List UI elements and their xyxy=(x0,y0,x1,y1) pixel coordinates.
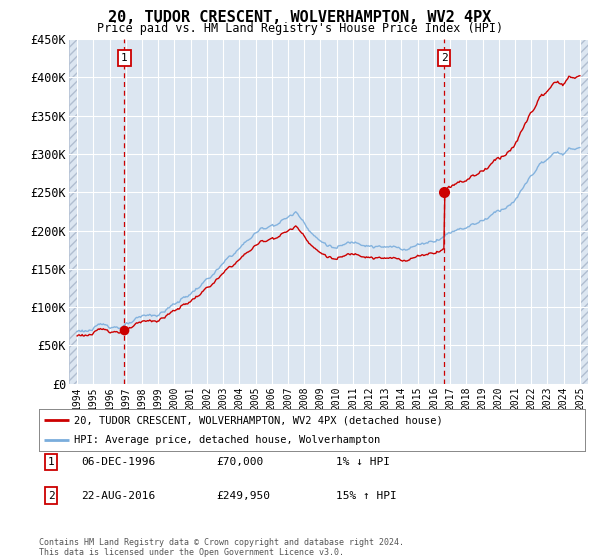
Text: 06-DEC-1996: 06-DEC-1996 xyxy=(81,457,155,467)
Text: 22-AUG-2016: 22-AUG-2016 xyxy=(81,491,155,501)
Text: £70,000: £70,000 xyxy=(216,457,263,467)
Text: 1% ↓ HPI: 1% ↓ HPI xyxy=(336,457,390,467)
Polygon shape xyxy=(69,39,77,384)
Text: Price paid vs. HM Land Registry's House Price Index (HPI): Price paid vs. HM Land Registry's House … xyxy=(97,22,503,35)
Text: 20, TUDOR CRESCENT, WOLVERHAMPTON, WV2 4PX: 20, TUDOR CRESCENT, WOLVERHAMPTON, WV2 4… xyxy=(109,10,491,25)
Text: Contains HM Land Registry data © Crown copyright and database right 2024.
This d: Contains HM Land Registry data © Crown c… xyxy=(39,538,404,557)
Text: HPI: Average price, detached house, Wolverhampton: HPI: Average price, detached house, Wolv… xyxy=(74,435,381,445)
Text: 1: 1 xyxy=(47,457,55,467)
Text: 15% ↑ HPI: 15% ↑ HPI xyxy=(336,491,397,501)
Text: 2: 2 xyxy=(441,53,448,63)
Text: £249,950: £249,950 xyxy=(216,491,270,501)
Text: 2: 2 xyxy=(47,491,55,501)
Text: 1: 1 xyxy=(121,53,128,63)
Text: 20, TUDOR CRESCENT, WOLVERHAMPTON, WV2 4PX (detached house): 20, TUDOR CRESCENT, WOLVERHAMPTON, WV2 4… xyxy=(74,415,443,425)
Polygon shape xyxy=(580,39,588,384)
